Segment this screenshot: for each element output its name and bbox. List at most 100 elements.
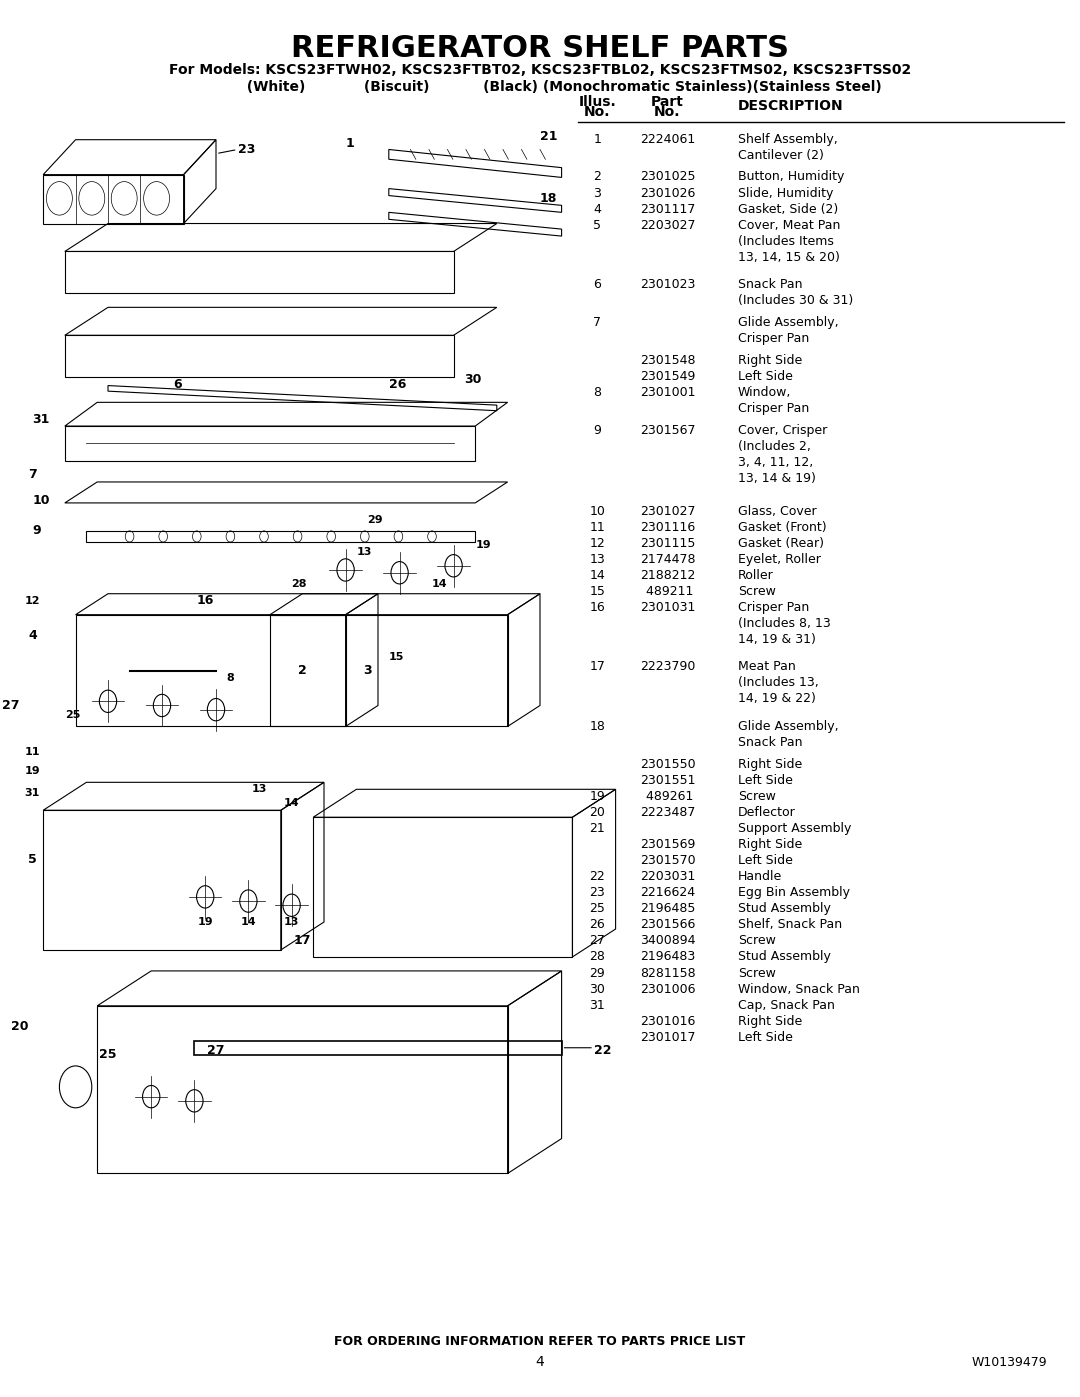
- Text: Right Side: Right Side: [738, 1014, 801, 1028]
- Text: Button, Humidity: Button, Humidity: [738, 170, 843, 183]
- Text: 4: 4: [536, 1355, 544, 1369]
- Text: 2301023: 2301023: [639, 278, 696, 291]
- Text: 12: 12: [590, 536, 605, 550]
- Text: 30: 30: [464, 373, 482, 387]
- Text: Screw: Screw: [738, 967, 775, 979]
- Text: Gasket (Front): Gasket (Front): [738, 521, 826, 534]
- Text: No.: No.: [584, 105, 610, 119]
- Text: Illus.: Illus.: [579, 95, 616, 109]
- Text: 9: 9: [32, 524, 41, 538]
- Text: 2301016: 2301016: [639, 1014, 696, 1028]
- Text: 489211: 489211: [642, 585, 693, 598]
- Text: 2203027: 2203027: [639, 219, 696, 232]
- Text: Right Side: Right Side: [738, 757, 801, 771]
- Text: 11: 11: [25, 746, 40, 757]
- Text: 30: 30: [590, 982, 605, 996]
- Text: 2: 2: [593, 170, 602, 183]
- Text: 5: 5: [593, 219, 602, 232]
- Text: 27: 27: [207, 1044, 225, 1058]
- Text: 2174478: 2174478: [639, 553, 696, 566]
- Text: 1: 1: [346, 137, 354, 151]
- Text: 15: 15: [389, 651, 404, 662]
- Text: 2301550: 2301550: [639, 757, 696, 771]
- Text: For Models: KSCS23FTWH02, KSCS23FTBT02, KSCS23FTBL02, KSCS23FTMS02, KSCS23FTSS02: For Models: KSCS23FTWH02, KSCS23FTBT02, …: [168, 63, 912, 77]
- Text: Gasket, Side (2): Gasket, Side (2): [738, 203, 838, 215]
- Text: 2301115: 2301115: [639, 536, 696, 550]
- Text: 2301116: 2301116: [639, 521, 696, 534]
- Text: 2301548: 2301548: [639, 353, 696, 366]
- Text: 2301567: 2301567: [639, 423, 696, 436]
- Text: Gasket (Rear): Gasket (Rear): [738, 536, 824, 550]
- Text: Screw: Screw: [738, 935, 775, 947]
- Text: 2224061: 2224061: [639, 133, 696, 145]
- Text: 3400894: 3400894: [639, 935, 696, 947]
- Text: Left Side: Left Side: [738, 370, 793, 383]
- Text: Window, Snack Pan: Window, Snack Pan: [738, 982, 860, 996]
- Text: 29: 29: [590, 967, 605, 979]
- Text: 25: 25: [590, 902, 605, 915]
- Text: Cap, Snack Pan: Cap, Snack Pan: [738, 999, 835, 1011]
- Text: 18: 18: [540, 191, 557, 205]
- Text: REFRIGERATOR SHELF PARTS: REFRIGERATOR SHELF PARTS: [291, 35, 789, 63]
- Text: 10: 10: [32, 493, 50, 507]
- Text: 2301551: 2301551: [639, 774, 696, 787]
- Text: Support Assembly: Support Assembly: [738, 821, 851, 835]
- Text: 2301027: 2301027: [639, 504, 696, 518]
- Text: 25: 25: [65, 710, 80, 721]
- Text: 4: 4: [593, 203, 602, 215]
- Text: 31: 31: [32, 412, 50, 426]
- Text: Glide Assembly,
Snack Pan: Glide Assembly, Snack Pan: [738, 719, 838, 749]
- Text: 2301569: 2301569: [639, 838, 696, 851]
- Text: Shelf, Snack Pan: Shelf, Snack Pan: [738, 918, 841, 932]
- Text: 14: 14: [590, 569, 605, 583]
- Text: 11: 11: [590, 521, 605, 534]
- Text: 27: 27: [590, 935, 605, 947]
- Text: 17: 17: [590, 661, 605, 673]
- Text: 8: 8: [227, 672, 234, 683]
- Text: Slide, Humidity: Slide, Humidity: [738, 187, 833, 200]
- Text: Eyelet, Roller: Eyelet, Roller: [738, 553, 821, 566]
- Text: 13: 13: [252, 784, 267, 795]
- Text: 2301001: 2301001: [639, 386, 696, 398]
- Text: (White)            (Biscuit)           (Black) (Monochromatic Stainless)(Stainle: (White) (Biscuit) (Black) (Monochromatic…: [198, 80, 882, 94]
- Text: 2301026: 2301026: [639, 187, 696, 200]
- Text: 7: 7: [28, 468, 37, 482]
- Text: 2301549: 2301549: [639, 370, 696, 383]
- Text: 28: 28: [590, 950, 605, 964]
- Text: Window,
Crisper Pan: Window, Crisper Pan: [738, 386, 809, 415]
- Text: 21: 21: [540, 130, 557, 144]
- Text: Snack Pan
(Includes 30 & 31): Snack Pan (Includes 30 & 31): [738, 278, 853, 307]
- Text: 2301117: 2301117: [639, 203, 696, 215]
- Text: 19: 19: [198, 916, 213, 928]
- Text: Right Side: Right Side: [738, 353, 801, 366]
- Text: 2203031: 2203031: [639, 870, 696, 883]
- Text: 16: 16: [197, 594, 214, 608]
- Text: 7: 7: [593, 316, 602, 328]
- Text: Left Side: Left Side: [738, 774, 793, 787]
- Text: Stud Assembly: Stud Assembly: [738, 950, 831, 964]
- Text: 13: 13: [356, 546, 372, 557]
- Text: Shelf Assembly,
Cantilever (2): Shelf Assembly, Cantilever (2): [738, 133, 837, 162]
- Text: 2301017: 2301017: [639, 1031, 696, 1044]
- Text: 10: 10: [590, 504, 605, 518]
- Text: 29: 29: [367, 514, 382, 525]
- Text: DESCRIPTION: DESCRIPTION: [738, 99, 843, 113]
- Text: 21: 21: [590, 821, 605, 835]
- Text: Screw: Screw: [738, 585, 775, 598]
- Text: 22: 22: [594, 1044, 611, 1058]
- Text: 489261: 489261: [642, 789, 693, 803]
- Text: Right Side: Right Side: [738, 838, 801, 851]
- Text: 2223487: 2223487: [639, 806, 696, 819]
- Text: Stud Assembly: Stud Assembly: [738, 902, 831, 915]
- Text: Glass, Cover: Glass, Cover: [738, 504, 816, 518]
- Text: Left Side: Left Side: [738, 854, 793, 868]
- Text: 8: 8: [593, 386, 602, 398]
- Text: 2301570: 2301570: [639, 854, 696, 868]
- Text: 2223790: 2223790: [639, 661, 696, 673]
- Text: 1: 1: [593, 133, 602, 145]
- Text: 22: 22: [590, 870, 605, 883]
- Text: Cover, Meat Pan
(Includes Items
13, 14, 15 & 20): Cover, Meat Pan (Includes Items 13, 14, …: [738, 219, 840, 264]
- Text: 2301025: 2301025: [639, 170, 696, 183]
- Text: Egg Bin Assembly: Egg Bin Assembly: [738, 886, 850, 900]
- Text: 20: 20: [590, 806, 605, 819]
